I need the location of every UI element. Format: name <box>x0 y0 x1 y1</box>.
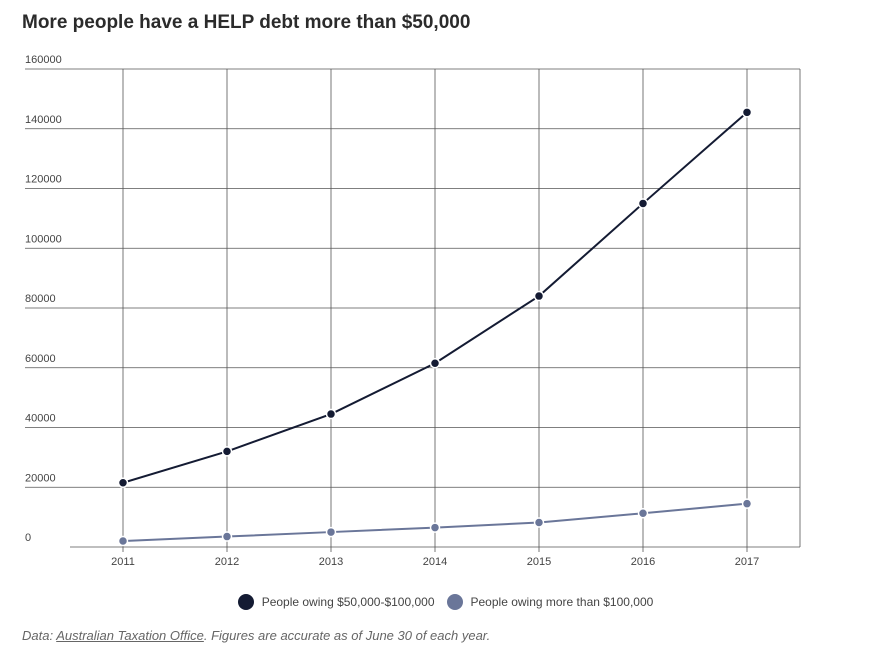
line-chart: 0 20000 40000 60000 80000 100000 120000 140000 1… <box>25 54 801 568</box>
x-tick-label: 2014 <box>423 556 447 568</box>
data-point[interactable] <box>533 290 545 302</box>
legend: People owing $50,000-$100,000 People owi… <box>0 591 891 613</box>
legend-label-over-100k: People owing more than $100,000 <box>470 595 654 609</box>
data-point[interactable] <box>637 198 649 209</box>
x-tick-label: 2011 <box>111 556 135 568</box>
y-tick-label: 0 <box>25 532 31 544</box>
legend-marker-over-100k <box>446 594 463 610</box>
y-tick-label: 80000 <box>25 293 56 305</box>
data-point[interactable] <box>429 522 441 533</box>
y-axis-ticks: 0 20000 40000 60000 80000 100000 120000 140000 1… <box>25 54 62 544</box>
x-tick-label: 2015 <box>527 556 551 568</box>
data-point[interactable] <box>637 507 649 519</box>
legend-marker-50k-100k <box>237 594 254 610</box>
source-suffix: . Figures are accurate as of June 30 of … <box>203 628 491 643</box>
grid-lines <box>25 68 801 548</box>
y-tick-label: 120000 <box>25 174 62 186</box>
x-tick-label: 2016 <box>631 556 655 568</box>
legend-item-over-100k[interactable]: People owing more than $100,000 <box>446 594 654 610</box>
data-point[interactable] <box>117 477 129 489</box>
x-tick-label: 2013 <box>319 556 343 568</box>
y-tick-label: 60000 <box>25 353 56 365</box>
y-tick-label: 40000 <box>25 413 56 425</box>
data-point[interactable] <box>741 498 753 509</box>
x-tick-label: 2012 <box>215 556 239 568</box>
data-point[interactable] <box>325 408 337 420</box>
y-tick-label: 20000 <box>25 472 56 484</box>
y-tick-label: 140000 <box>25 114 62 126</box>
series-lines <box>117 107 753 547</box>
data-point[interactable] <box>741 107 753 118</box>
source-prefix: Data: <box>22 628 57 643</box>
legend-label-50k-100k: People owing $50,000-$100,000 <box>261 595 435 609</box>
chart-title: More people have a HELP debt more than $… <box>22 12 471 33</box>
data-point[interactable] <box>429 358 441 369</box>
x-tick-label: 2017 <box>735 556 759 568</box>
data-point[interactable] <box>325 526 337 538</box>
y-tick-label: 160000 <box>25 54 62 66</box>
source-note: Data: Australian Taxation Office. Figure… <box>22 628 490 643</box>
source-link[interactable]: Australian Taxation Office <box>56 628 204 643</box>
data-point[interactable] <box>117 535 129 547</box>
y-tick-label: 100000 <box>25 233 62 245</box>
data-point[interactable] <box>533 517 545 528</box>
data-point[interactable] <box>221 531 233 542</box>
data-point[interactable] <box>221 446 233 457</box>
x-axis-ticks: 2011 2012 2013 2014 2015 2016 2017 <box>111 547 759 568</box>
legend-item-50k-100k[interactable]: People owing $50,000-$100,000 <box>237 594 435 610</box>
